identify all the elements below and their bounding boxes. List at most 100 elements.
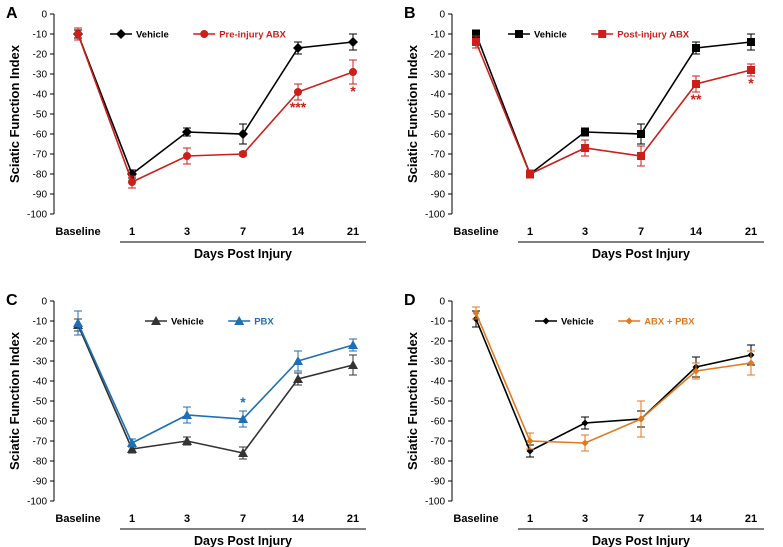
x-tick-label: 7 <box>240 226 246 238</box>
series-0 <box>472 310 755 458</box>
data-point <box>183 152 191 160</box>
y-tick-label: -70 <box>33 150 48 161</box>
data-point <box>128 178 136 186</box>
data-point <box>238 414 248 423</box>
x-tick-label: 3 <box>184 513 190 525</box>
legend-swatch-marker <box>598 30 607 38</box>
data-point <box>637 152 645 160</box>
x-tick-label: 21 <box>745 513 757 525</box>
x-tick-label: Baseline <box>453 513 498 525</box>
y-tick-label: 0 <box>41 297 47 308</box>
y-tick-label: -60 <box>33 130 48 141</box>
data-point <box>581 128 589 136</box>
data-point <box>182 410 192 419</box>
chart-panel-c: C 0 -10 -20 -30 -40 -50 -60 -70 -80 -90 -100 Sciatic… <box>6 292 366 547</box>
x-tick-label: 14 <box>690 226 703 238</box>
x-axis-label: Days Post Injury <box>592 247 690 261</box>
y-tick-label: -20 <box>431 50 446 61</box>
data-point <box>74 30 82 38</box>
data-point <box>182 127 192 137</box>
legend-swatch-marker <box>625 317 633 325</box>
y-tick-label: -100 <box>425 210 445 221</box>
panel-letter: C <box>6 292 18 309</box>
data-point <box>293 356 303 365</box>
data-point <box>472 30 480 38</box>
y-tick-label: 0 <box>439 297 445 308</box>
significance-marker: ** <box>691 91 702 107</box>
legend-label: ABX + PBX <box>644 317 695 328</box>
x-tick-label: 1 <box>527 226 533 238</box>
series-0 <box>73 29 358 179</box>
legend-swatch-marker <box>542 317 550 325</box>
y-tick-label: -80 <box>33 457 48 468</box>
y-tick-label: -50 <box>431 397 446 408</box>
y-axis-label: Sciatic Function Index <box>7 44 22 183</box>
y-tick-label: -90 <box>431 190 446 201</box>
significance-marker: *** <box>290 99 307 115</box>
y-tick-label: -10 <box>33 30 48 41</box>
x-tick-label: 3 <box>582 513 588 525</box>
data-point <box>581 439 589 447</box>
legend: Vehicle Post-injury ABX <box>508 30 690 41</box>
data-point <box>239 150 247 158</box>
y-tick-label: -10 <box>431 30 446 41</box>
y-tick-label: -10 <box>431 317 446 328</box>
y-tick-label: -30 <box>431 357 446 368</box>
data-point <box>747 38 755 46</box>
y-tick-label: -20 <box>33 50 48 61</box>
data-point <box>526 437 534 445</box>
legend-swatch-marker <box>234 316 245 325</box>
x-tick-label: Baseline <box>453 226 498 238</box>
y-tick-label: -30 <box>431 70 446 81</box>
data-point <box>127 438 137 447</box>
series-line <box>475 312 752 444</box>
data-point <box>182 436 192 445</box>
y-tick-label: -60 <box>33 417 48 428</box>
significance-marker: * <box>350 83 356 99</box>
data-point <box>637 415 645 423</box>
data-point <box>348 360 358 369</box>
y-tick-label: -40 <box>33 377 48 388</box>
data-point <box>692 367 700 375</box>
legend-label: PBX <box>254 317 274 328</box>
x-tick-label: 21 <box>347 513 359 525</box>
series-1 <box>472 306 755 452</box>
legend-label: Vehicle <box>534 30 567 41</box>
data-point <box>127 444 137 453</box>
y-tick-label: -50 <box>33 397 48 408</box>
y-tick-label: -50 <box>33 110 48 121</box>
y-tick-label: 0 <box>41 10 47 21</box>
y-tick-label: -60 <box>431 130 446 141</box>
data-point <box>581 144 589 152</box>
y-tick-label: -30 <box>33 357 48 368</box>
panel-letter: A <box>6 5 18 22</box>
series-line <box>77 33 354 176</box>
chart-panel-d: D 0 -10 -20 -30 -40 -50 -60 -70 -80 -90 -100 Sciatic… <box>404 292 764 547</box>
data-point <box>348 340 358 349</box>
x-tick-label: 14 <box>292 226 305 238</box>
y-tick-label: -90 <box>431 477 446 488</box>
x-tick-label: 21 <box>745 226 757 238</box>
legend-swatch-marker <box>151 316 161 325</box>
data-point <box>747 66 755 74</box>
y-axis-label: Sciatic Function Index <box>405 44 420 183</box>
x-tick-label: 1 <box>129 513 135 525</box>
x-tick-label: 7 <box>638 513 644 525</box>
series-line <box>475 41 752 176</box>
series-line <box>475 318 752 453</box>
series-0 <box>73 318 358 460</box>
y-tick-label: -20 <box>431 337 446 348</box>
series-line <box>77 322 354 445</box>
legend-swatch-marker <box>200 30 209 38</box>
panel-letter: B <box>404 5 416 22</box>
x-tick-label: 3 <box>582 226 588 238</box>
data-point <box>349 68 357 76</box>
x-tick-label: Baseline <box>55 513 100 525</box>
series-1 <box>74 27 357 189</box>
data-point <box>637 130 645 138</box>
x-tick-label: 3 <box>184 226 190 238</box>
data-point <box>747 359 755 367</box>
y-tick-label: -40 <box>33 90 48 101</box>
x-tick-label: 7 <box>240 513 246 525</box>
